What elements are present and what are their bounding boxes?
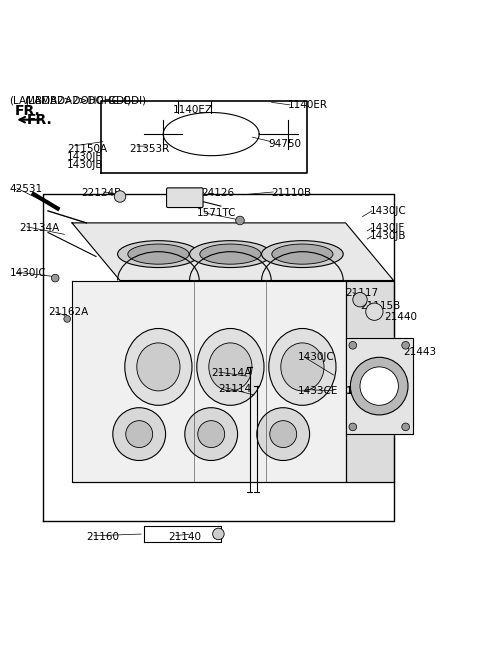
Text: 21440: 21440	[384, 311, 417, 321]
Text: 21162A: 21162A	[48, 307, 88, 317]
Text: 1430JF: 1430JF	[370, 223, 405, 233]
Text: 1430JB: 1430JB	[370, 231, 406, 241]
Text: 1571TC: 1571TC	[197, 208, 236, 218]
Ellipse shape	[281, 343, 324, 391]
Text: 1433CE: 1433CE	[298, 386, 338, 396]
Circle shape	[213, 528, 224, 539]
Circle shape	[270, 420, 297, 447]
Polygon shape	[72, 223, 394, 281]
Circle shape	[360, 367, 398, 405]
Ellipse shape	[125, 328, 192, 405]
Circle shape	[353, 292, 367, 307]
Ellipse shape	[272, 244, 333, 264]
Text: 21353R: 21353R	[130, 143, 170, 154]
Text: FR.: FR.	[26, 113, 52, 127]
Ellipse shape	[200, 244, 261, 264]
Ellipse shape	[209, 343, 252, 391]
Circle shape	[198, 420, 225, 447]
Ellipse shape	[190, 240, 271, 267]
Ellipse shape	[137, 343, 180, 391]
Text: 1140EZ: 1140EZ	[173, 105, 213, 115]
Circle shape	[366, 303, 383, 321]
Circle shape	[257, 408, 310, 461]
Ellipse shape	[262, 240, 343, 267]
Circle shape	[51, 274, 59, 282]
Text: 1430JC: 1430JC	[370, 206, 407, 216]
Text: 22124B: 22124B	[82, 188, 122, 198]
Text: 94750: 94750	[269, 139, 302, 148]
Text: 21114: 21114	[218, 384, 252, 394]
Text: FR.: FR.	[14, 104, 40, 118]
Text: 42531: 42531	[10, 185, 43, 194]
Ellipse shape	[269, 328, 336, 405]
Circle shape	[349, 423, 357, 431]
Circle shape	[64, 315, 71, 323]
Ellipse shape	[197, 328, 264, 405]
Text: 21160: 21160	[86, 532, 120, 542]
Text: 21117: 21117	[346, 288, 379, 298]
Text: 21140: 21140	[168, 532, 201, 542]
Circle shape	[113, 408, 166, 461]
Text: 21443: 21443	[403, 346, 436, 357]
Circle shape	[236, 216, 244, 225]
Ellipse shape	[128, 244, 189, 264]
Circle shape	[114, 191, 126, 202]
Polygon shape	[346, 281, 394, 482]
Circle shape	[402, 342, 409, 349]
Ellipse shape	[118, 240, 199, 267]
Circle shape	[349, 342, 357, 349]
Circle shape	[185, 408, 238, 461]
Text: 24126: 24126	[202, 188, 235, 198]
Circle shape	[350, 357, 408, 415]
Text: 1430JC: 1430JC	[10, 268, 47, 279]
Polygon shape	[72, 281, 346, 482]
Text: 1140ER: 1140ER	[288, 101, 328, 110]
Text: 1430JB: 1430JB	[67, 160, 104, 170]
Text: 21150A: 21150A	[67, 143, 108, 154]
Text: 21134A: 21134A	[19, 223, 60, 233]
FancyBboxPatch shape	[167, 188, 203, 208]
Text: (LAMBDA2>DOHC-GDI): (LAMBDA2>DOHC-GDI)	[10, 96, 132, 106]
Text: 21114A: 21114A	[211, 368, 252, 378]
Circle shape	[126, 420, 153, 447]
Circle shape	[402, 423, 409, 431]
Text: 1014CL: 1014CL	[346, 386, 389, 396]
Text: 21110B: 21110B	[271, 188, 312, 198]
Text: 1430JC: 1430JC	[298, 352, 335, 362]
Text: 21115B: 21115B	[360, 301, 400, 311]
Text: (LAMBDA2>DOHC-GDI): (LAMBDA2>DOHC-GDI)	[24, 95, 146, 106]
Text: 1430JF: 1430JF	[67, 152, 102, 162]
Polygon shape	[346, 338, 413, 434]
